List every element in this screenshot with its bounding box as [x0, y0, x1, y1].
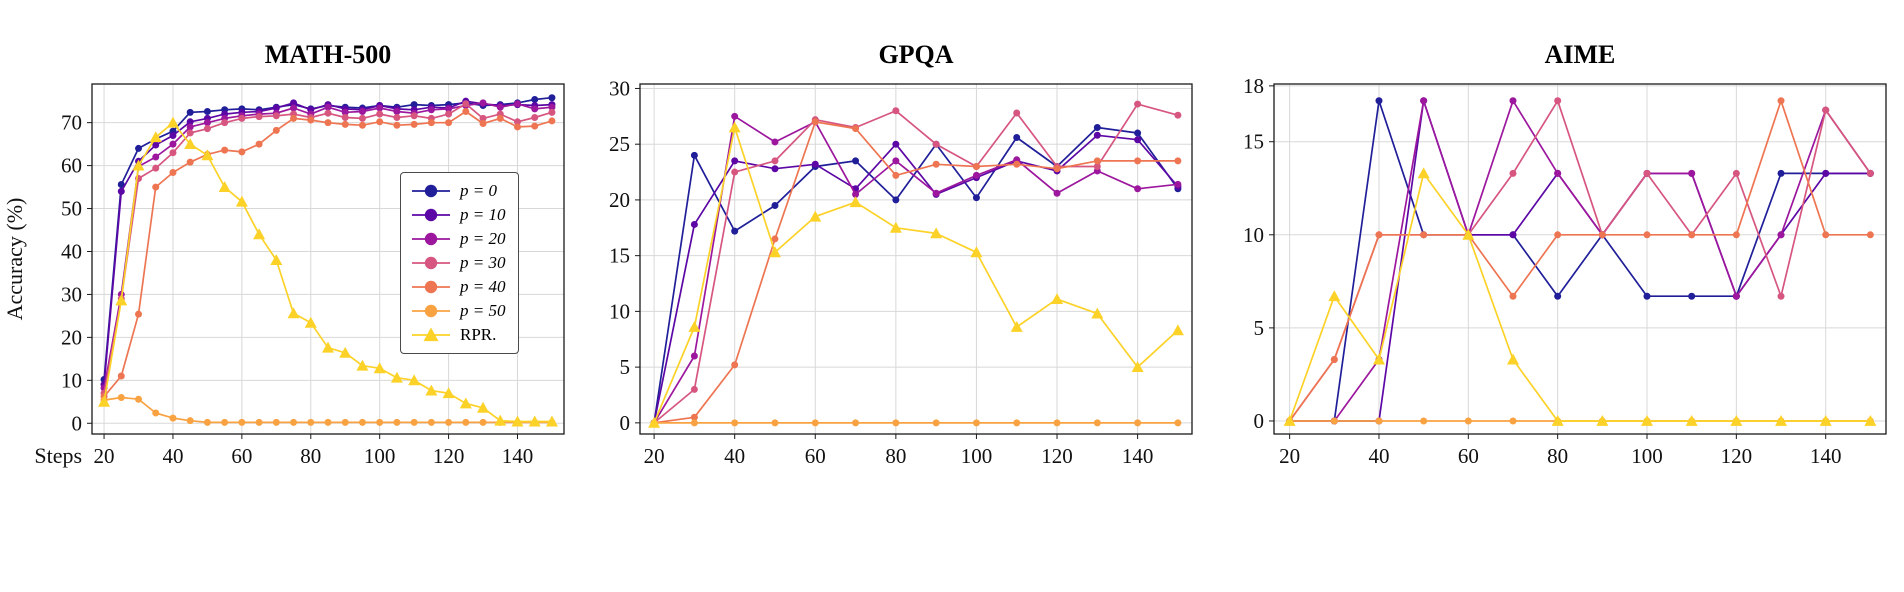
chart-title-gpqa: GPQA — [878, 40, 954, 69]
svg-text:30: 30 — [61, 282, 82, 306]
chart-title-aime: AIME — [1544, 40, 1616, 69]
triangle-marker-icon — [412, 327, 450, 342]
chart-aime: 20 40 60 80 100 120 140 0 5 10 15 18 — [1243, 74, 1887, 468]
legend-entry: p = 40 — [409, 276, 505, 298]
svg-text:25: 25 — [609, 132, 630, 156]
svg-text:10: 10 — [61, 368, 82, 392]
svg-text:80: 80 — [1547, 444, 1568, 468]
svg-text:40: 40 — [61, 239, 82, 263]
legend-label: p = 40 — [460, 277, 506, 296]
svg-text:10: 10 — [1243, 223, 1264, 247]
svg-text:120: 120 — [1721, 444, 1753, 468]
chart-title-math500: MATH-500 — [264, 40, 392, 69]
legend-entry: RPR. — [409, 324, 505, 346]
circle-marker-icon — [412, 208, 450, 222]
legend-entry: p = 20 — [409, 228, 505, 250]
svg-text:5: 5 — [1254, 316, 1265, 340]
circle-marker-icon — [412, 232, 450, 246]
svg-text:100: 100 — [364, 444, 396, 468]
svg-text:140: 140 — [1122, 444, 1154, 468]
legend: p = 0 p = 10 p = 20 p = 30 p = 40 p = 50 RPR. — [400, 172, 520, 354]
svg-text:15: 15 — [609, 244, 630, 268]
legend-entry: p = 0 — [409, 180, 505, 202]
svg-text:40: 40 — [1368, 444, 1389, 468]
svg-text:80: 80 — [885, 444, 906, 468]
svg-text:40: 40 — [724, 444, 745, 468]
chart-math500: 20 40 60 80 100 120 140 0 10 20 30 40 50 60 70 Accuracy… — [2, 83, 565, 468]
legend-label: p = 10 — [460, 205, 506, 224]
panel-gpqa: GPQA 20 40 60 80 100 120 140 0 5 10 15 20 25 30 — [580, 38, 1208, 482]
svg-text:Accuracy (%): Accuracy (%) — [2, 198, 27, 321]
svg-text:60: 60 — [1458, 444, 1479, 468]
svg-text:60: 60 — [61, 154, 82, 178]
legend-label: RPR. — [460, 325, 497, 344]
svg-text:100: 100 — [961, 444, 993, 468]
chart-gpqa: 20 40 60 80 100 120 140 0 5 10 15 20 25 30 — [609, 76, 1193, 468]
legend-label: p = 50 — [460, 301, 506, 320]
svg-text:0: 0 — [1254, 409, 1265, 433]
svg-text:10: 10 — [609, 299, 630, 323]
svg-text:50: 50 — [61, 197, 82, 221]
svg-text:140: 140 — [1810, 444, 1842, 468]
svg-text:Steps: Steps — [34, 443, 82, 468]
svg-text:20: 20 — [94, 444, 115, 468]
circle-marker-icon — [412, 304, 450, 318]
legend-entry: p = 30 — [409, 252, 505, 274]
svg-text:80: 80 — [300, 444, 321, 468]
svg-text:20: 20 — [644, 444, 665, 468]
legend-label: p = 0 — [460, 181, 497, 200]
legend-label: p = 30 — [460, 253, 506, 272]
circle-marker-icon — [412, 280, 450, 294]
svg-text:40: 40 — [162, 444, 183, 468]
svg-text:20: 20 — [61, 325, 82, 349]
svg-text:60: 60 — [231, 444, 252, 468]
figure: MATH-500 20 40 60 80 100 120 140 0 10 20 30 40 50 60 7… — [0, 38, 1904, 482]
svg-text:18: 18 — [1243, 74, 1264, 98]
svg-text:0: 0 — [620, 411, 631, 435]
svg-text:5: 5 — [620, 355, 631, 379]
svg-text:30: 30 — [609, 76, 630, 100]
svg-text:70: 70 — [61, 111, 82, 135]
svg-text:120: 120 — [433, 444, 465, 468]
circle-marker-icon — [412, 184, 450, 198]
svg-text:60: 60 — [805, 444, 826, 468]
svg-text:140: 140 — [502, 444, 534, 468]
circle-marker-icon — [412, 256, 450, 270]
legend-label: p = 20 — [460, 229, 506, 248]
svg-text:100: 100 — [1631, 444, 1663, 468]
legend-entry: p = 10 — [409, 204, 505, 226]
svg-text:0: 0 — [72, 411, 83, 435]
svg-text:120: 120 — [1041, 444, 1073, 468]
legend-entry: p = 50 — [409, 300, 505, 322]
svg-text:20: 20 — [609, 188, 630, 212]
svg-text:15: 15 — [1243, 130, 1264, 154]
panel-aime: AIME 20 40 60 80 100 120 140 0 5 10 15 18 — [1208, 38, 1904, 482]
panel-math500: MATH-500 20 40 60 80 100 120 140 0 10 20 30 40 50 60 7… — [0, 38, 580, 482]
svg-text:20: 20 — [1279, 444, 1300, 468]
